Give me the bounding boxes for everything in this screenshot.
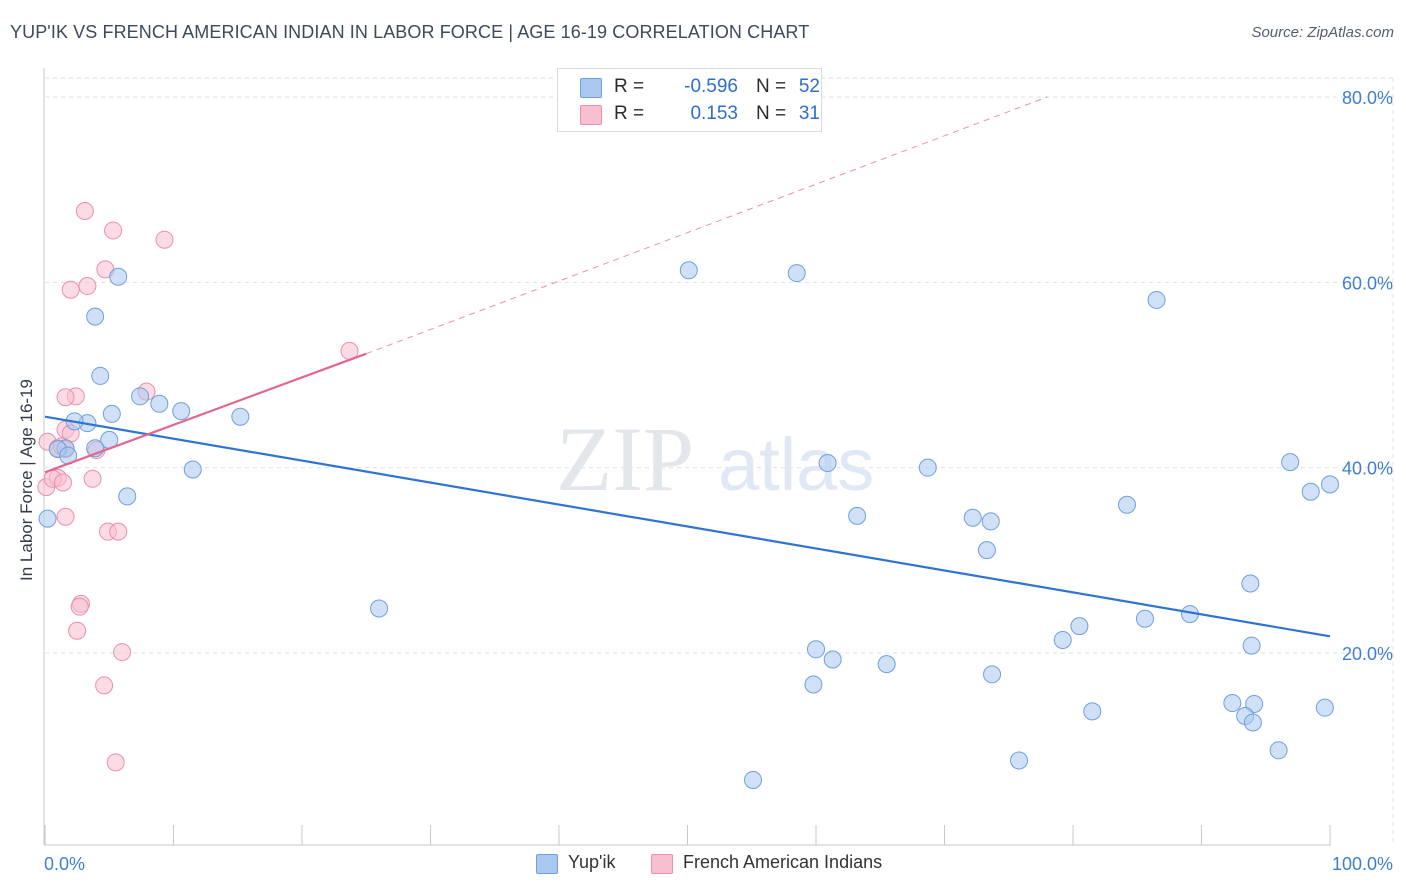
y-axis-label-wrap: In Labor Force | Age 16-19 [17, 330, 41, 630]
yupik-point [1242, 636, 1261, 655]
yupik-point [150, 394, 169, 413]
y-tick-label: 80.0% [1342, 88, 1393, 108]
yupik-point [918, 458, 937, 477]
source-credit: Source: ZipAtlas.com [1251, 24, 1394, 41]
n-label: N = [756, 76, 787, 97]
french-american-indians-swatch [580, 105, 602, 125]
yupik-point [744, 770, 763, 789]
yupik-point [1241, 574, 1260, 593]
french-american-indians-point [56, 388, 75, 407]
watermark-zip: ZIP [556, 408, 694, 510]
french-american-indians-point [106, 753, 125, 772]
n-value: 52 [798, 76, 820, 97]
yupik-point [370, 599, 389, 618]
french-american-indians-point [78, 277, 97, 296]
yupik-point [848, 506, 867, 525]
yupik-point [1135, 609, 1154, 628]
yupik-swatch [580, 78, 602, 98]
yupik-point [1010, 751, 1029, 770]
y-tick-label: 60.0% [1342, 273, 1393, 293]
yupik-point [977, 541, 996, 560]
french-american-indians-point [70, 597, 89, 616]
yupik-point [118, 487, 137, 506]
x-tick-label: 0.0% [44, 854, 85, 874]
r-label: R = [614, 103, 645, 124]
watermark-atlas: atlas [718, 423, 874, 506]
x-tick-label: 100.0% [1332, 854, 1393, 874]
yupik-trend-line [44, 415, 1331, 638]
n-label: N = [756, 103, 787, 124]
yupik-point [1245, 694, 1264, 713]
yupik-point [131, 387, 150, 406]
yupik-point [679, 261, 698, 280]
chart-title: YUP'IK VS FRENCH AMERICAN INDIAN IN LABO… [10, 22, 810, 42]
french-american-indians-point [95, 676, 114, 695]
yupik-point [1147, 290, 1166, 309]
n-value: 31 [798, 103, 820, 124]
yupik-point [38, 509, 57, 528]
french-american-indians-point [83, 469, 102, 488]
yupik-point [1243, 713, 1262, 732]
yupik-point [823, 650, 842, 669]
french-american-indians-legend-swatch [651, 854, 673, 874]
yupik-point [172, 402, 191, 421]
yupik-point [1315, 698, 1334, 717]
yupik-point [1070, 617, 1089, 636]
yupik-point [1223, 694, 1242, 713]
yupik-point [109, 267, 128, 286]
french-american-indians-point [68, 621, 87, 640]
yupik-point [1083, 702, 1102, 721]
yupik-point [1301, 482, 1320, 501]
french-american-indians-points [37, 201, 359, 772]
yupik-point [981, 512, 1000, 531]
yupik-point [91, 366, 110, 385]
y-tick-labels: 20.0% 40.0% 60.0% 80.0% [1342, 88, 1393, 664]
y-tick-label: 40.0% [1342, 459, 1393, 479]
correlation-stats-box: R = -0.596 N = 52 R = 0.153 N = 31 [557, 68, 822, 132]
r-value: -0.596 [684, 76, 738, 97]
yupik-point [1053, 631, 1072, 650]
french-american-indians-point [109, 522, 128, 541]
french-american-indians-point [56, 507, 75, 526]
french-american-indians-trend-line [44, 352, 367, 474]
y-axis-label: In Labor Force | Age 16-19 [17, 379, 36, 581]
yupik-point [1269, 741, 1288, 760]
yupik-point [983, 665, 1002, 684]
yupik-point [1117, 495, 1136, 514]
french-american-indians-point [61, 280, 80, 299]
yupik-point [86, 307, 105, 326]
yupik-point [183, 460, 202, 479]
yupik-point [102, 404, 121, 423]
yupik-point [963, 508, 982, 527]
legend-label: French American Indians [683, 852, 883, 872]
french-american-indians-point [155, 230, 174, 249]
yupik-point [877, 655, 896, 674]
x-tick-labels: 0.0% 100.0% [44, 854, 1393, 874]
french-american-indians-point [113, 643, 132, 662]
french-american-indians-point [104, 221, 123, 240]
trend-lines [44, 96, 1331, 638]
yupik-point [818, 454, 837, 473]
yupik-point [1321, 475, 1339, 494]
french-american-indians-point [75, 201, 94, 220]
watermark: ZIP atlas [556, 408, 874, 510]
yupik-points [38, 261, 1339, 789]
yupik-point [231, 407, 250, 426]
yupik-point [804, 675, 823, 694]
axes [43, 68, 1331, 846]
french-american-indians-trend-extension [366, 96, 1048, 355]
r-label: R = [614, 76, 645, 97]
french-american-indians-point [53, 473, 72, 492]
yupik-point [1281, 453, 1300, 472]
legend-label: Yup'ik [568, 852, 616, 872]
r-value: 0.153 [690, 103, 738, 124]
yupik-point [807, 640, 825, 659]
yupik-legend-swatch [536, 854, 558, 874]
y-tick-label: 20.0% [1342, 644, 1393, 664]
yupik-point [787, 264, 806, 283]
